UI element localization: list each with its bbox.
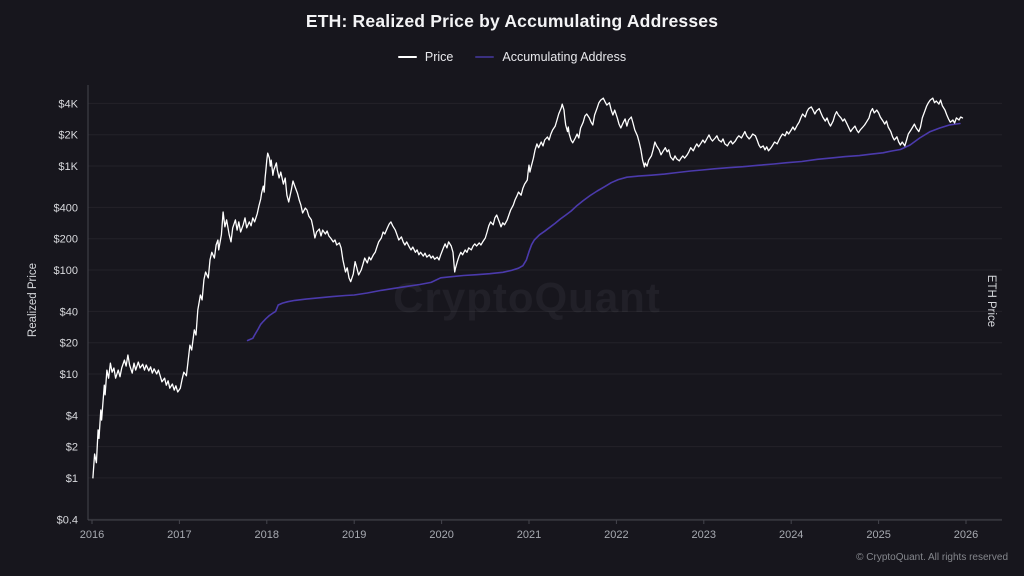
x-tick-label: 2025 [866, 529, 890, 541]
accumulating-address-line-icon [475, 56, 495, 58]
x-tick-label: 2021 [517, 529, 541, 541]
y-tick-label: $2 [66, 442, 78, 454]
y-axis-label-left: Realized Price [27, 262, 39, 338]
series-line-price[interactable] [92, 97, 964, 479]
chart-legend: Price Accumulating Address [0, 50, 1024, 64]
x-tick-label: 2016 [80, 529, 104, 541]
y-tick-label: $20 [60, 338, 78, 350]
legend-item-price[interactable]: Price [397, 50, 454, 64]
y-tick-label: $40 [60, 306, 78, 318]
legend-label-price: Price [424, 50, 454, 64]
y-tick-label: $100 [54, 265, 78, 277]
x-tick-label: 2018 [255, 529, 279, 541]
y-tick-label: $200 [54, 234, 78, 246]
legend-item-accumulating-address[interactable]: Accumulating Address [475, 50, 626, 64]
y-tick-label: $10 [60, 369, 78, 381]
y-tick-label: $2K [58, 130, 78, 142]
page-title: ETH: Realized Price by Accumulating Addr… [305, 11, 719, 31]
y-tick-label: $1K [58, 161, 78, 173]
x-tick-label: 2026 [954, 529, 978, 541]
x-tick-label: 2019 [342, 529, 366, 541]
watermark-text: CryptoQuant [393, 274, 661, 321]
copyright-text: © CryptoQuant. All rights reserved [856, 552, 1008, 563]
y-tick-label: $0.4 [57, 514, 78, 526]
x-tick-label: 2022 [604, 529, 628, 541]
x-tick-label: 2017 [167, 529, 191, 541]
legend-label-accumulating-address: Accumulating Address [502, 50, 627, 64]
y-tick-label: $1 [66, 473, 78, 485]
x-tick-label: 2020 [429, 529, 453, 541]
y-tick-label: $400 [54, 202, 78, 214]
series-line-accumulating-address[interactable] [246, 122, 961, 342]
price-line-icon [397, 56, 417, 58]
x-tick-label: 2024 [779, 529, 803, 541]
x-tick-label: 2023 [692, 529, 716, 541]
y-tick-label: $4 [66, 410, 78, 422]
y-tick-label: $4K [58, 98, 78, 110]
y-axis-label-right: ETH Price [985, 274, 997, 328]
